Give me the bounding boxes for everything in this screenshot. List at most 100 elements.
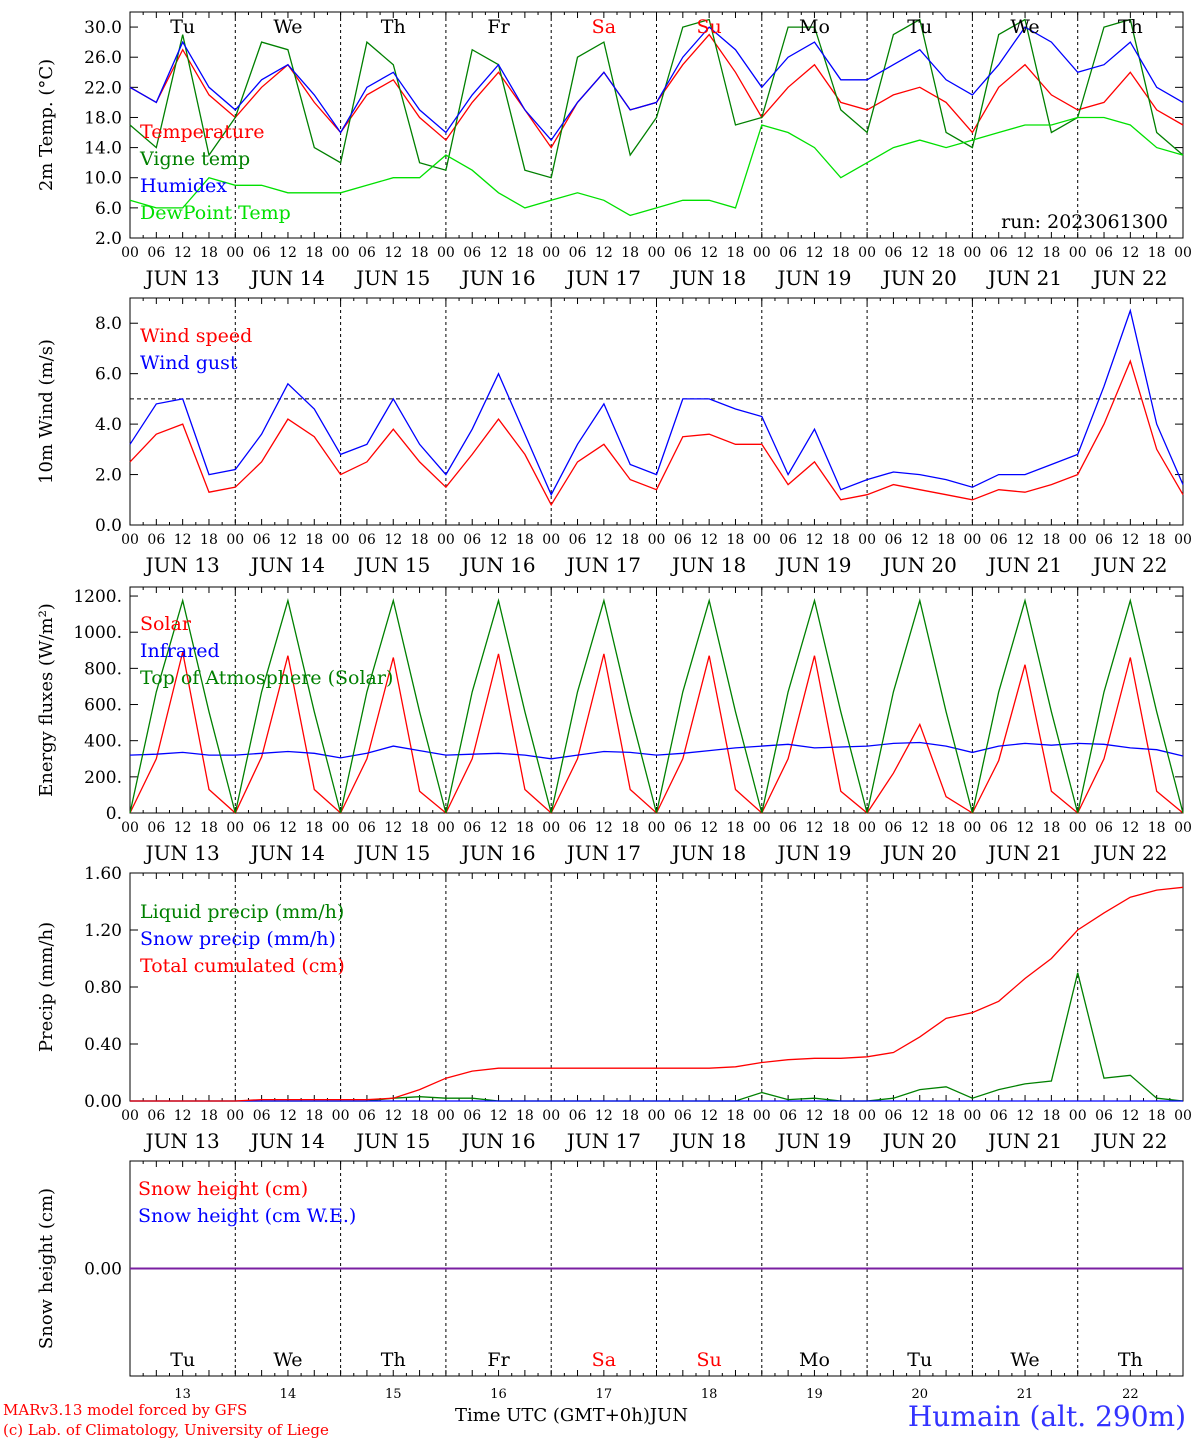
legend-entry: Infrared <box>140 640 220 662</box>
date-label: JUN 19 <box>775 553 851 577</box>
date-label: JUN 13 <box>144 841 220 865</box>
hour-label: 00 <box>648 820 666 836</box>
series-line-0 <box>129 359 1184 507</box>
hour-label: 18 <box>937 820 955 836</box>
hour-label: 06 <box>253 1108 271 1124</box>
hour-label: 00 <box>226 1108 244 1124</box>
hour-label: 06 <box>463 820 481 836</box>
day-label-bottom: Tu <box>907 1349 932 1371</box>
y-tick-label: 6.0 <box>95 199 122 219</box>
hour-label: 18 <box>832 1108 850 1124</box>
hour-label: 06 <box>990 820 1008 836</box>
date-label: JUN 18 <box>670 1129 746 1153</box>
hour-label: 00 <box>542 245 560 261</box>
hour-label: 18 <box>832 820 850 836</box>
hour-label: 00 <box>1174 1108 1192 1124</box>
date-label: JUN 17 <box>565 553 641 577</box>
series-line-3 <box>129 116 1184 217</box>
time-axis-label: Time UTC (GMT+0h)JUN <box>455 1405 689 1426</box>
hour-label: 00 <box>1069 1108 1087 1124</box>
hour-label: 06 <box>569 245 587 261</box>
hour-label: 12 <box>595 245 613 261</box>
hour-label: 18 <box>727 820 745 836</box>
hour-label: 06 <box>1095 1108 1113 1124</box>
day-label-bottom: Fr <box>487 1349 510 1371</box>
y-tick-label: 2.0 <box>95 229 122 249</box>
hour-label: 12 <box>384 245 402 261</box>
hour-label: 18 <box>1148 1108 1166 1124</box>
hour-label: 00 <box>753 245 771 261</box>
hour-label: 12 <box>911 532 929 548</box>
hour-label: 00 <box>648 1108 666 1124</box>
y-tick-label: 4.0 <box>95 415 122 435</box>
hour-label: 00 <box>332 820 350 836</box>
y-axis-label: Snow height (cm) <box>36 1188 57 1349</box>
hour-label: 18 <box>516 1108 534 1124</box>
day-number-label: 18 <box>701 1387 718 1402</box>
hour-label: 00 <box>121 532 139 548</box>
hour-label: 00 <box>858 1108 876 1124</box>
hour-label: 00 <box>437 532 455 548</box>
y-tick-label: 1200. <box>73 587 122 607</box>
date-label: JUN 19 <box>775 1129 851 1153</box>
hour-label: 00 <box>332 245 350 261</box>
day-number-label: 19 <box>806 1387 823 1402</box>
y-tick-label: 1.20 <box>84 921 122 941</box>
y-tick-label: 8.0 <box>95 314 122 334</box>
hour-label: 12 <box>1016 820 1034 836</box>
hour-label: 06 <box>990 532 1008 548</box>
y-tick-label: 400. <box>84 732 122 752</box>
hour-label: 06 <box>779 532 797 548</box>
hour-label: 00 <box>1174 245 1192 261</box>
hour-label: 18 <box>1042 1108 1060 1124</box>
hour-label: 00 <box>648 245 666 261</box>
hour-label: 18 <box>832 532 850 548</box>
date-label: JUN 21 <box>986 1129 1062 1153</box>
y-tick-label: 0.40 <box>84 1035 122 1055</box>
hour-label: 12 <box>806 820 824 836</box>
hour-label: 06 <box>990 245 1008 261</box>
y-tick-label: 6.0 <box>95 365 122 385</box>
hour-label: 00 <box>542 1108 560 1124</box>
hour-label: 12 <box>700 245 718 261</box>
hour-label: 12 <box>1016 532 1034 548</box>
hour-label: 18 <box>727 245 745 261</box>
day-number-label: 22 <box>1122 1387 1139 1402</box>
day-label-bottom: Tu <box>170 1349 195 1371</box>
hour-label: 12 <box>174 820 192 836</box>
hour-label: 18 <box>305 1108 323 1124</box>
panel-energy: 0. 200. 400. 600. 800. 1000. 1200. Energy fluxe… <box>36 586 1192 865</box>
hour-label: 00 <box>1174 820 1192 836</box>
date-label: JUN 13 <box>144 1129 220 1153</box>
hour-label: 12 <box>384 1108 402 1124</box>
y-tick-label: 200. <box>84 768 122 788</box>
date-label: JUN 20 <box>881 553 957 577</box>
day-label-top: We <box>1010 16 1039 38</box>
legend-entry: Temperature <box>140 121 264 143</box>
day-label-top: We <box>273 16 302 38</box>
date-label: JUN 15 <box>354 553 430 577</box>
hour-label: 06 <box>1095 820 1113 836</box>
hour-label: 06 <box>779 820 797 836</box>
hour-label: 18 <box>411 1108 429 1124</box>
hour-label: 18 <box>411 245 429 261</box>
date-label: JUN 21 <box>986 553 1062 577</box>
hour-label: 18 <box>727 1108 745 1124</box>
day-label-top: Th <box>381 16 406 38</box>
date-label: JUN 22 <box>1091 1129 1167 1153</box>
hour-label: 12 <box>911 1108 929 1124</box>
hour-label: 18 <box>621 245 639 261</box>
date-label: JUN 16 <box>459 553 535 577</box>
hour-label: 00 <box>332 532 350 548</box>
day-label-top: Tu <box>907 16 932 38</box>
hour-label: 18 <box>516 532 534 548</box>
date-label: JUN 20 <box>881 841 957 865</box>
date-label: JUN 22 <box>1091 266 1167 290</box>
hour-label: 06 <box>253 820 271 836</box>
hour-label: 06 <box>358 820 376 836</box>
day-number-label: 15 <box>385 1387 402 1402</box>
date-label: JUN 15 <box>354 841 430 865</box>
y-tick-label: 0. <box>106 804 122 824</box>
hour-label: 12 <box>595 820 613 836</box>
hour-label: 12 <box>700 532 718 548</box>
